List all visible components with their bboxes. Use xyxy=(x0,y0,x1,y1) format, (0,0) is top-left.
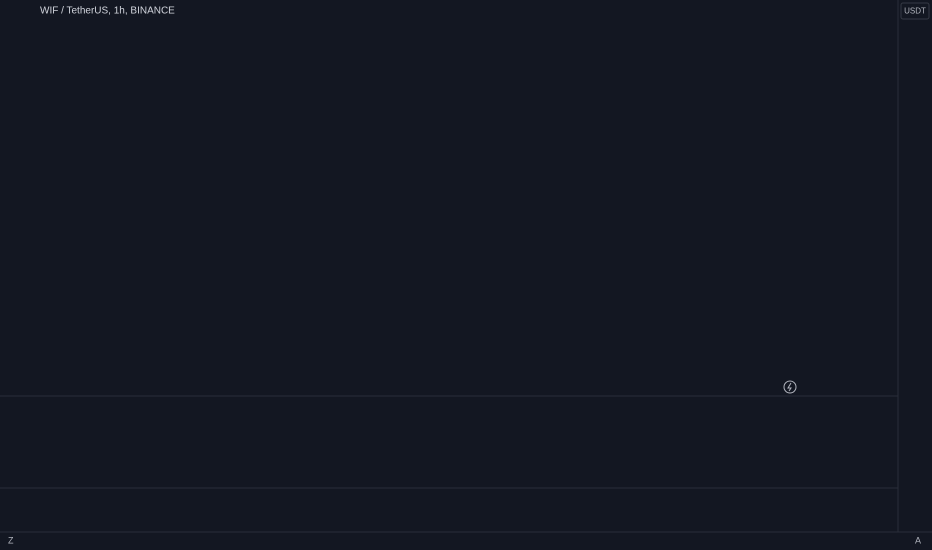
lightning-icon[interactable] xyxy=(783,380,797,394)
currency-badge[interactable] xyxy=(900,2,930,20)
footer-icon[interactable]: Z xyxy=(8,535,14,545)
footer-icon[interactable]: A xyxy=(915,535,921,545)
currency: USDT xyxy=(904,7,926,16)
chart-title: WIF / TetherUS, 1h, BINANCE xyxy=(40,6,175,17)
lightning-glyph xyxy=(787,382,792,392)
